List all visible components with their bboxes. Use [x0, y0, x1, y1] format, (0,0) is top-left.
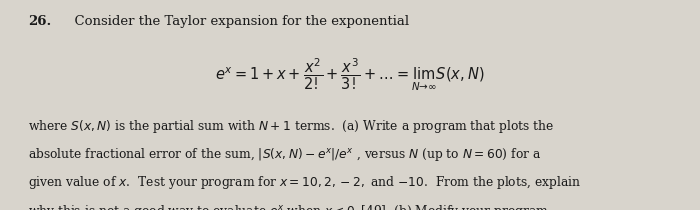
- Text: Consider the Taylor expansion for the exponential: Consider the Taylor expansion for the ex…: [66, 15, 410, 28]
- Text: 26.: 26.: [28, 15, 51, 28]
- Text: why this is not a good way to evaluate $e^x$ when $x < 0.$[49]  (b) Modify your : why this is not a good way to evaluate $…: [28, 203, 549, 210]
- Text: where $S(x, N)$ is the partial sum with $N+1$ terms.  (a) Write a program that p: where $S(x, N)$ is the partial sum with …: [28, 118, 554, 135]
- Text: given value of $x$.  Test your program for $x = 10, 2, -2,$ and $-10$.  From the: given value of $x$. Test your program fo…: [28, 174, 581, 191]
- Text: $e^x = 1 + x + \dfrac{x^2}{2!} + \dfrac{x^3}{3!} + \ldots = \lim_{N \to \infty} : $e^x = 1 + x + \dfrac{x^2}{2!} + \dfrac{…: [216, 57, 484, 93]
- Text: absolute fractional error of the sum, $|S(x, N)-e^x|/e^x$ , versus $N$ (up to $N: absolute fractional error of the sum, $|…: [28, 146, 541, 163]
